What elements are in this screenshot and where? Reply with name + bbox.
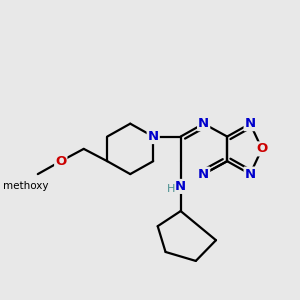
Text: O: O xyxy=(55,155,66,168)
Text: O: O xyxy=(256,142,268,155)
Text: H: H xyxy=(167,184,175,194)
Text: N: N xyxy=(244,117,256,130)
Text: N: N xyxy=(148,130,159,143)
Text: N: N xyxy=(175,180,186,193)
Text: N: N xyxy=(198,117,209,130)
Text: methoxy: methoxy xyxy=(3,182,48,191)
Text: N: N xyxy=(244,168,256,181)
Text: N: N xyxy=(198,168,209,181)
